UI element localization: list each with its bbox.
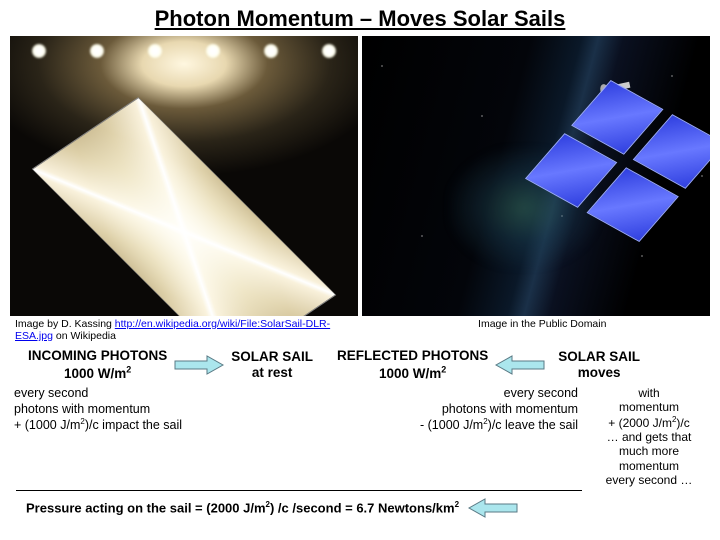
image-sail-space (362, 36, 710, 316)
pressure-text: Pressure acting on the sail = (2000 J/m2… (26, 500, 459, 515)
images-row (0, 36, 720, 316)
description-row: every second photons with momentum + (10… (0, 386, 720, 488)
credit-right: Image in the Public Domain (347, 318, 709, 342)
image-sail-deployed (10, 36, 358, 316)
desc-incoming: every second photons with momentum + (10… (14, 386, 296, 488)
labels-row: INCOMING PHOTONS 1000 W/m2 SOLAR SAILat … (0, 342, 720, 386)
desc-reflected: every second photons with momentum - (10… (296, 386, 586, 488)
reflected-flux: 1000 W/m2 (379, 366, 446, 381)
arrow-right-icon (173, 354, 225, 376)
page-title: Photon Momentum – Moves Solar Sails (0, 0, 720, 36)
desc-moves: withmomentum + (2000 J/m2)/c … and gets … (586, 386, 712, 488)
label-at-rest: SOLAR SAILat rest (231, 349, 313, 381)
credit-left: Image by D. Kassing http://en.wikipedia.… (15, 318, 347, 342)
label-incoming: INCOMING PHOTONS 1000 W/m2 (28, 348, 167, 382)
divider (16, 490, 582, 491)
pressure-row: Pressure acting on the sail = (2000 J/m2… (0, 493, 720, 519)
ceiling-lights (10, 44, 358, 74)
arrow-left-icon (494, 354, 546, 376)
label-reflected: REFLECTED PHOTONS 1000 W/m2 (337, 348, 488, 382)
credits-row: Image by D. Kassing http://en.wikipedia.… (0, 316, 720, 342)
label-moves: SOLAR SAILmoves (558, 349, 640, 381)
arrow-left-icon (467, 497, 519, 519)
deployed-sail-shape (32, 97, 336, 316)
incoming-flux: 1000 W/m2 (64, 366, 131, 381)
